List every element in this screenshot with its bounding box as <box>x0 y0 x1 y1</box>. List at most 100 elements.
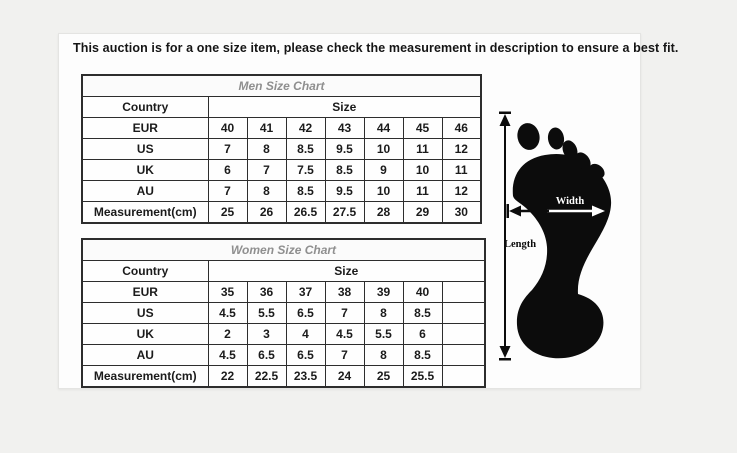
size-value-cell: 29 <box>402 201 443 224</box>
row-label-cell: US <box>81 302 209 324</box>
table-row: US 7 8 8.5 9.5 10 11 12 <box>81 138 482 160</box>
size-value-cell: 44 <box>363 117 404 139</box>
size-header-cell: Size <box>207 96 482 118</box>
size-value-cell: 6.5 <box>285 302 326 324</box>
table-row: AU 7 8 8.5 9.5 10 11 12 <box>81 180 482 202</box>
size-value-cell: 35 <box>207 281 248 303</box>
size-value-cell: 11 <box>402 138 443 160</box>
size-value-cell: 11 <box>441 159 482 181</box>
third-toe-icon <box>562 140 578 160</box>
table-header-row: Country Size <box>81 260 486 282</box>
width-label: Width <box>556 196 585 207</box>
row-label-cell: Measurement(cm) <box>81 365 209 388</box>
size-value-cell: 10 <box>363 180 404 202</box>
size-value-cell: 8.5 <box>402 344 443 366</box>
size-value-cell: 9.5 <box>324 180 365 202</box>
size-value-cell: 4.5 <box>207 302 248 324</box>
size-value-cell: 25.5 <box>402 365 443 388</box>
size-value-cell: 8.5 <box>285 180 326 202</box>
size-value-cell: 7 <box>324 302 365 324</box>
row-label-cell: UK <box>81 323 209 345</box>
size-value-cell: 5.5 <box>246 302 287 324</box>
table-row: EUR 40 41 42 43 44 45 46 <box>81 117 482 139</box>
size-value-cell: 39 <box>363 281 404 303</box>
size-value-cell: 6.5 <box>285 344 326 366</box>
size-value-cell: 22.5 <box>246 365 287 388</box>
size-value-cell: 8 <box>363 302 404 324</box>
size-value-cell: 7 <box>246 159 287 181</box>
size-value-cell: 25 <box>363 365 404 388</box>
table-row: AU 4.5 6.5 6.5 7 8 8.5 <box>81 344 486 366</box>
country-header-cell: Country <box>81 96 209 118</box>
size-value-cell: 25 <box>207 201 248 224</box>
fifth-toe-icon <box>589 163 605 179</box>
big-toe-icon <box>517 123 540 150</box>
size-value-cell: 10 <box>363 138 404 160</box>
length-label: Length <box>504 239 536 250</box>
size-value-cell: 2 <box>207 323 248 345</box>
empty-cell <box>441 323 486 345</box>
women-size-table: Women Size Chart Country Size EUR 35 36 37 38 39… <box>81 238 486 388</box>
size-value-cell: 40 <box>207 117 248 139</box>
size-value-cell: 28 <box>363 201 404 224</box>
size-value-cell: 27.5 <box>324 201 365 224</box>
row-label-cell: AU <box>81 344 209 366</box>
size-value-cell: 22 <box>207 365 248 388</box>
table-row: EUR 35 36 37 38 39 40 <box>81 281 486 303</box>
size-value-cell: 40 <box>402 281 443 303</box>
size-value-cell: 26 <box>246 201 287 224</box>
size-value-cell: 8.5 <box>285 138 326 160</box>
empty-cell <box>441 302 486 324</box>
size-value-cell: 5.5 <box>363 323 404 345</box>
table-row: Measurement(cm) 22 22.5 23.5 24 25 25.5 <box>81 365 486 388</box>
size-value-cell: 9 <box>363 159 404 181</box>
table-row: UK 6 7 7.5 8.5 9 10 11 <box>81 159 482 181</box>
row-label-cell: EUR <box>81 281 209 303</box>
size-value-cell: 4.5 <box>207 344 248 366</box>
foot-measurement-diagram: Width Length <box>489 101 649 371</box>
size-value-cell: 7 <box>207 180 248 202</box>
size-value-cell: 6 <box>207 159 248 181</box>
size-value-cell: 4.5 <box>324 323 365 345</box>
size-value-cell: 26.5 <box>285 201 326 224</box>
row-label-cell: EUR <box>81 117 209 139</box>
empty-cell <box>441 281 486 303</box>
row-label-cell: UK <box>81 159 209 181</box>
fourth-toe-icon <box>575 152 591 170</box>
size-value-cell: 8 <box>246 138 287 160</box>
table-title: Men Size Chart <box>81 74 482 97</box>
size-value-cell: 23.5 <box>285 365 326 388</box>
size-value-cell: 7.5 <box>285 159 326 181</box>
women-size-chart-section: Women Size Chart Country Size EUR 35 36 37 38 39… <box>81 238 486 388</box>
auction-notice-text: This auction is for a one size item, ple… <box>73 41 679 55</box>
size-value-cell: 8.5 <box>324 159 365 181</box>
size-value-cell: 24 <box>324 365 365 388</box>
size-value-cell: 4 <box>285 323 326 345</box>
size-header-cell: Size <box>207 260 486 282</box>
length-arrow-icon: Length <box>499 111 536 361</box>
second-toe-icon <box>547 127 565 150</box>
size-value-cell: 41 <box>246 117 287 139</box>
row-label-cell: US <box>81 138 209 160</box>
size-value-cell: 42 <box>285 117 326 139</box>
width-arrow-icon: Width <box>506 196 605 218</box>
table-title-row: Women Size Chart <box>81 238 486 261</box>
size-value-cell: 37 <box>285 281 326 303</box>
size-value-cell: 7 <box>207 138 248 160</box>
foot-silhouette-icon <box>512 123 612 359</box>
country-header-cell: Country <box>81 260 209 282</box>
size-value-cell: 45 <box>402 117 443 139</box>
size-value-cell: 10 <box>402 159 443 181</box>
row-label-cell: AU <box>81 180 209 202</box>
size-value-cell: 30 <box>441 201 482 224</box>
empty-cell <box>441 365 486 388</box>
size-value-cell: 46 <box>441 117 482 139</box>
size-value-cell: 6 <box>402 323 443 345</box>
row-label-cell: Measurement(cm) <box>81 201 209 224</box>
size-value-cell: 3 <box>246 323 287 345</box>
size-value-cell: 43 <box>324 117 365 139</box>
size-value-cell: 6.5 <box>246 344 287 366</box>
size-value-cell: 11 <box>402 180 443 202</box>
size-value-cell: 12 <box>441 138 482 160</box>
